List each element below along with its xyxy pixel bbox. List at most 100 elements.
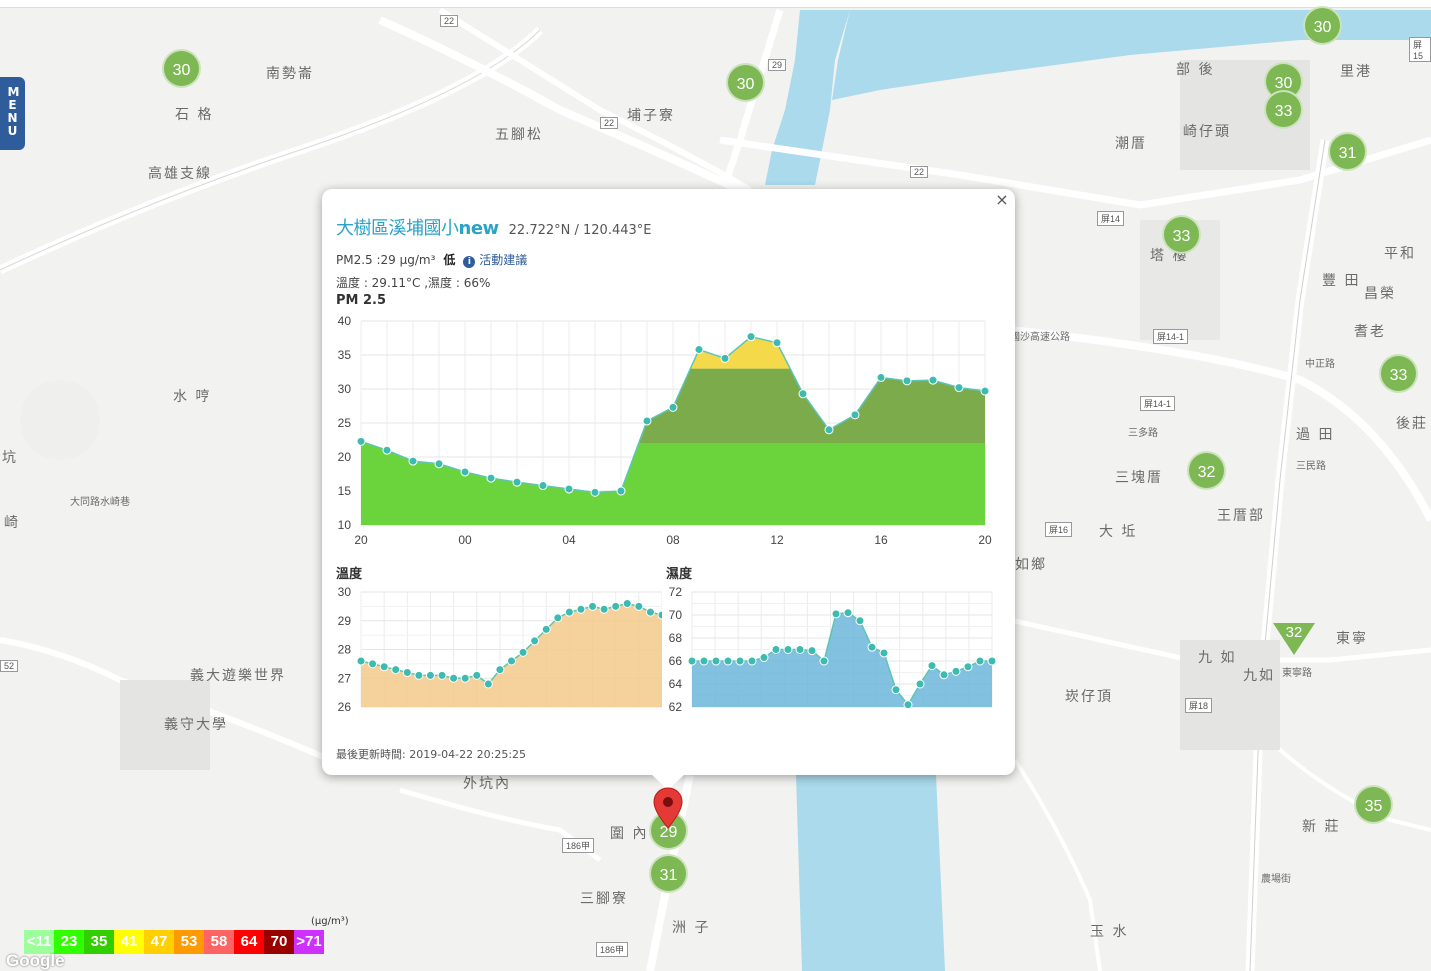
data-point [819,656,829,666]
map-place-label: 洲 子 [672,920,711,936]
data-point [576,604,586,614]
map-place-label: 三塊厝 [1115,470,1163,486]
data-point [807,646,817,656]
map-place-label: 大同路水崎巷 [70,497,130,508]
map-place-label: 平和 [1384,246,1416,262]
map-place-label: 石 格 [175,107,214,123]
pm25-chart: 10 15 20 25 30 35 40 20 00 04 08 12 16 20 [338,314,992,547]
map-place-label: 三腳寮 [580,891,628,907]
map-place-label: 農場街 [1261,874,1291,885]
y-tick-label: 26 [338,700,352,714]
data-point [843,608,853,618]
map-place-label: 東寧路 [1282,668,1312,679]
data-point [954,383,964,393]
data-point [414,670,424,680]
data-point [876,372,886,382]
data-point [538,481,548,491]
legend-item: >71 [294,930,324,954]
map-place-label: 埔子寮 [627,108,675,124]
data-point [891,685,901,695]
data-point [611,601,621,611]
data-point [564,607,574,617]
menu-button[interactable]: MENU [0,77,25,150]
sensor-marker[interactable]: 35 [1354,785,1393,824]
data-point [928,375,938,385]
station-name: 大樹區溪埔國小new [336,218,499,239]
y-tick-label: 64 [669,677,683,691]
data-point [735,656,745,666]
road-shield-52: 52 [0,660,19,672]
selected-location-pin-icon[interactable] [653,787,683,829]
y-tick-label: 20 [338,450,352,464]
map-place-label: 崎 [4,515,20,531]
data-point [795,645,805,654]
road-shield-22: 22 [440,15,459,27]
data-point [634,601,644,611]
map-place-label: 後莊 [1396,416,1428,432]
data-point [720,353,730,363]
data-point [657,610,662,620]
data-point [437,670,447,680]
map-place-label: 圍 內 [610,826,649,842]
data-point [379,662,389,672]
map-place-label: 王厝部 [1217,508,1265,524]
sensor-marker[interactable]: 30 [726,63,765,102]
sensor-marker-triangle[interactable]: 32 [1273,623,1315,655]
map-place-label: 三多路 [1128,428,1158,439]
data-point [530,636,540,646]
sensor-marker[interactable]: 32 [1187,451,1226,490]
map-place-label: 新 莊 [1302,819,1341,835]
road-shield-ping16: 屏16 [1045,522,1073,537]
sensor-marker[interactable]: 31 [1328,132,1367,171]
data-point [402,668,412,677]
activity-advice-link[interactable]: 活動建議 [479,253,528,267]
data-point [855,616,865,626]
data-point [668,402,678,412]
data-point [939,670,949,680]
y-tick-label: 35 [338,348,352,362]
data-point [425,670,435,680]
x-tick-label: 08 [666,533,680,547]
data-point [723,656,733,666]
data-point [495,665,505,675]
legend-item: 41 [114,930,144,954]
y-tick-label: 68 [669,631,683,645]
sensor-marker[interactable]: 33 [1264,90,1303,129]
y-tick-label: 72 [669,585,683,599]
data-point [472,670,482,680]
road-shield-ping14: 屏14 [1097,211,1125,226]
google-logo: Google [6,951,65,970]
data-point [460,673,470,683]
y-tick-label: 25 [338,416,352,430]
legend-item: <11 [24,930,54,954]
data-point [616,486,626,496]
legend-item: 35 [84,930,114,954]
map-place-label: 五腳松 [495,127,543,143]
close-icon[interactable]: × [995,190,1009,209]
popup-pointer [651,774,685,790]
humidity-chart: 62 64 66 68 70 72 [669,585,997,714]
info-icon[interactable]: i [463,256,476,268]
data-point [987,656,997,666]
sensor-marker[interactable]: 33 [1379,354,1418,393]
data-point [599,604,609,614]
legend-item: 23 [54,930,84,954]
pm25-color-legend: <11 23 35 41 47 53 58 64 70 >71 [24,930,324,954]
browser-top-edge [0,0,1431,8]
sensor-marker[interactable]: 33 [1162,215,1201,254]
sensor-marker[interactable]: 31 [649,854,688,893]
sensor-marker[interactable]: 30 [162,49,201,88]
data-point [434,459,444,469]
data-point [902,376,912,386]
road-shield-22b: 22 [600,117,619,129]
map-place-label: 九如 [1243,668,1275,684]
sensor-marker[interactable]: 30 [1303,6,1342,45]
data-point [783,645,793,654]
x-tick-label: 20 [354,533,368,547]
data-point [980,386,990,396]
data-point [903,700,913,710]
data-point [622,599,632,608]
map-place-label: 里港 [1340,64,1372,80]
map-place-label: 東寧 [1336,631,1368,647]
